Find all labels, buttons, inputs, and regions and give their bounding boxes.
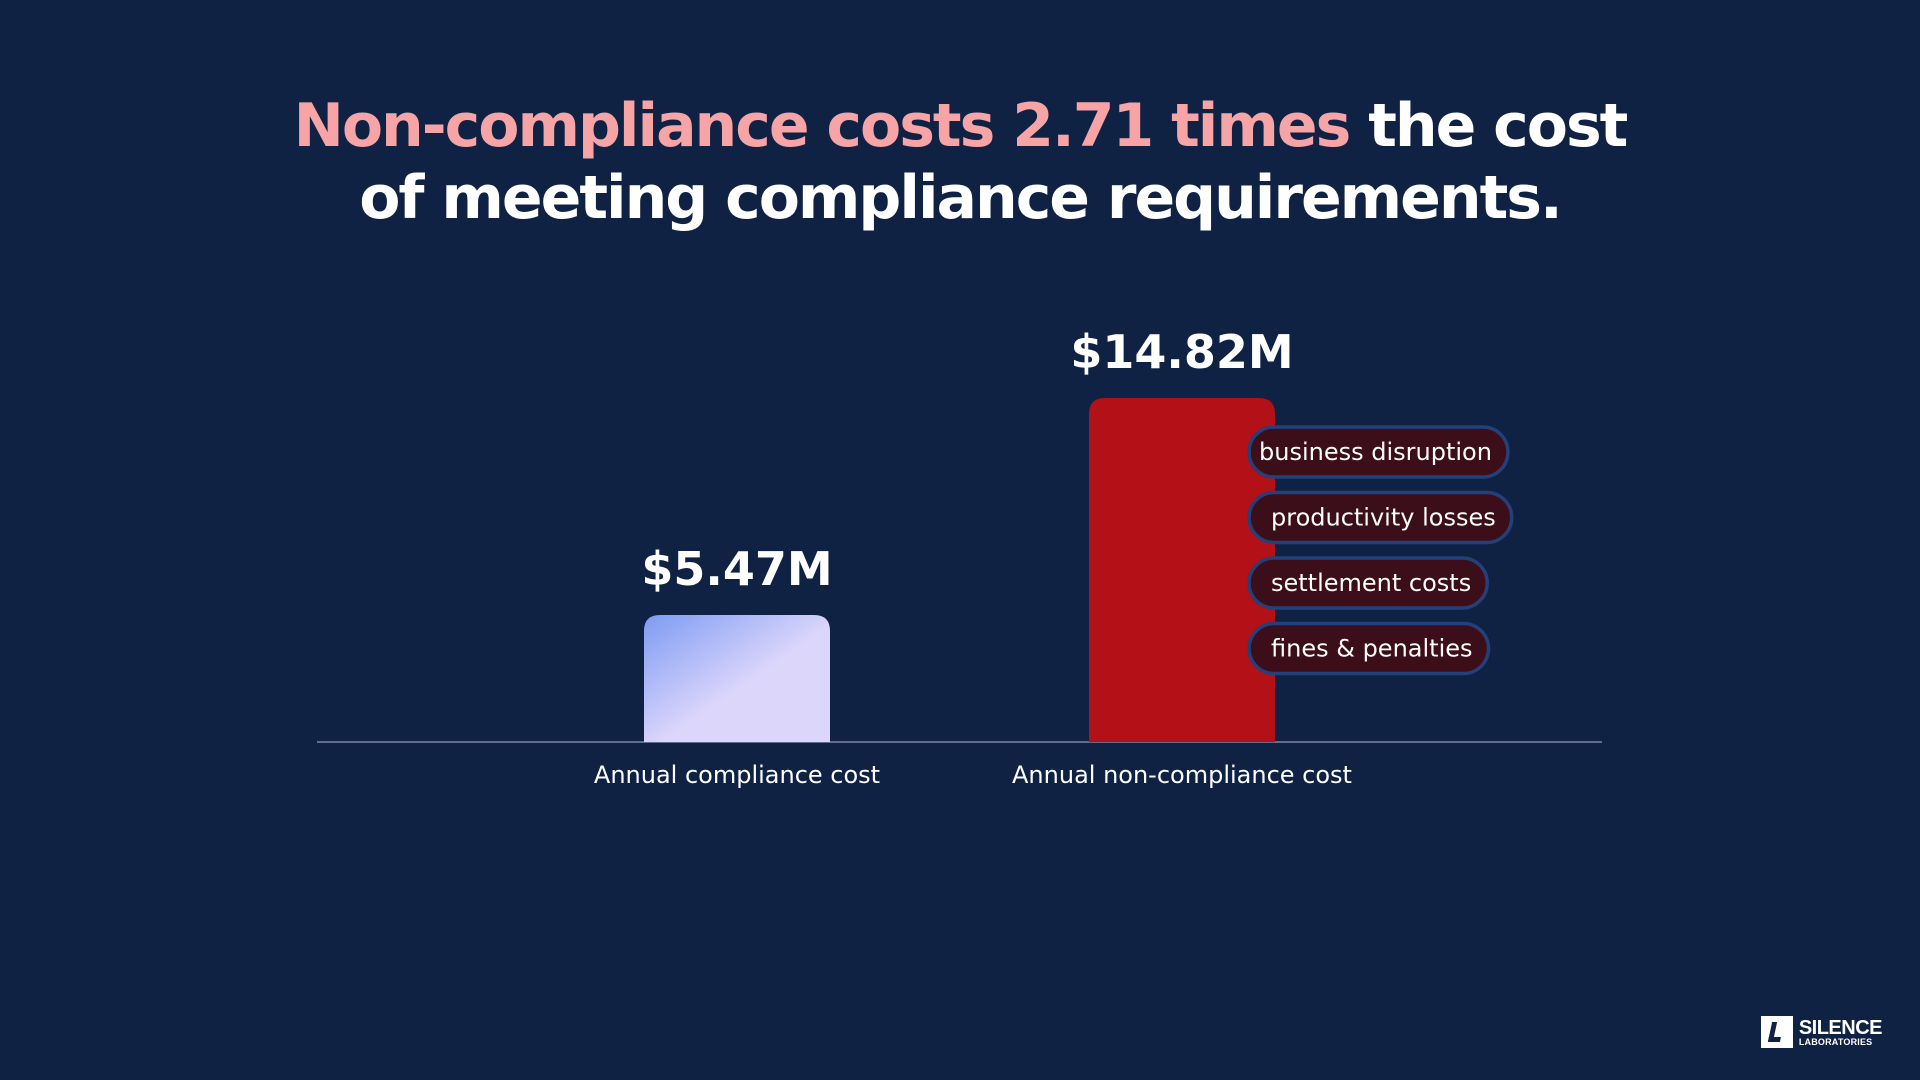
annotation-pill-bg (1247, 425, 1510, 479)
bar-compliance (644, 615, 830, 742)
annotation-pill: productivity losses (1247, 490, 1514, 545)
annotation-label: productivity losses (1271, 504, 1496, 532)
value-label-compliance: $5.47M (641, 542, 832, 596)
annotation-pill: fines & penalties (1247, 621, 1491, 676)
logo-sub: LABORATORIES (1798, 1036, 1873, 1047)
headline-highlight: Non-compliance costs 2.71 times (293, 91, 1352, 161)
annotation-pill-bg (1247, 490, 1514, 545)
headline-line-1: Non-compliance costs 2.71 times the cost (0, 90, 1920, 162)
annotation-label: business disruption (1259, 438, 1492, 466)
value-label-non-compliance: $14.82M (1070, 325, 1293, 379)
annotation-label: settlement costs (1271, 569, 1471, 597)
logo-text: SILENCE LABORATORIES (1798, 1016, 1883, 1047)
annotation-label: fines & penalties (1271, 635, 1473, 663)
category-label-non-compliance: Annual non-compliance cost (1012, 761, 1352, 789)
annotation-pill: settlement costs (1247, 556, 1489, 610)
category-label-compliance: Annual compliance cost (594, 761, 880, 789)
headline: Non-compliance costs 2.71 times the cost… (0, 90, 1920, 234)
logo-mark-icon (1760, 1016, 1793, 1048)
annotation-pill-bg (1247, 556, 1489, 610)
silence-laboratories-logo: SILENCE LABORATORIES (1760, 1016, 1883, 1048)
logo-name: SILENCE (1798, 1016, 1883, 1039)
annotation-pill: business disruption (1247, 425, 1510, 479)
annotation-pill-bg (1247, 621, 1491, 676)
bar-non-compliance (1089, 398, 1275, 742)
headline-rest: the cost (1349, 91, 1628, 161)
headline-line-2: of meeting compliance requirements. (359, 163, 1563, 233)
